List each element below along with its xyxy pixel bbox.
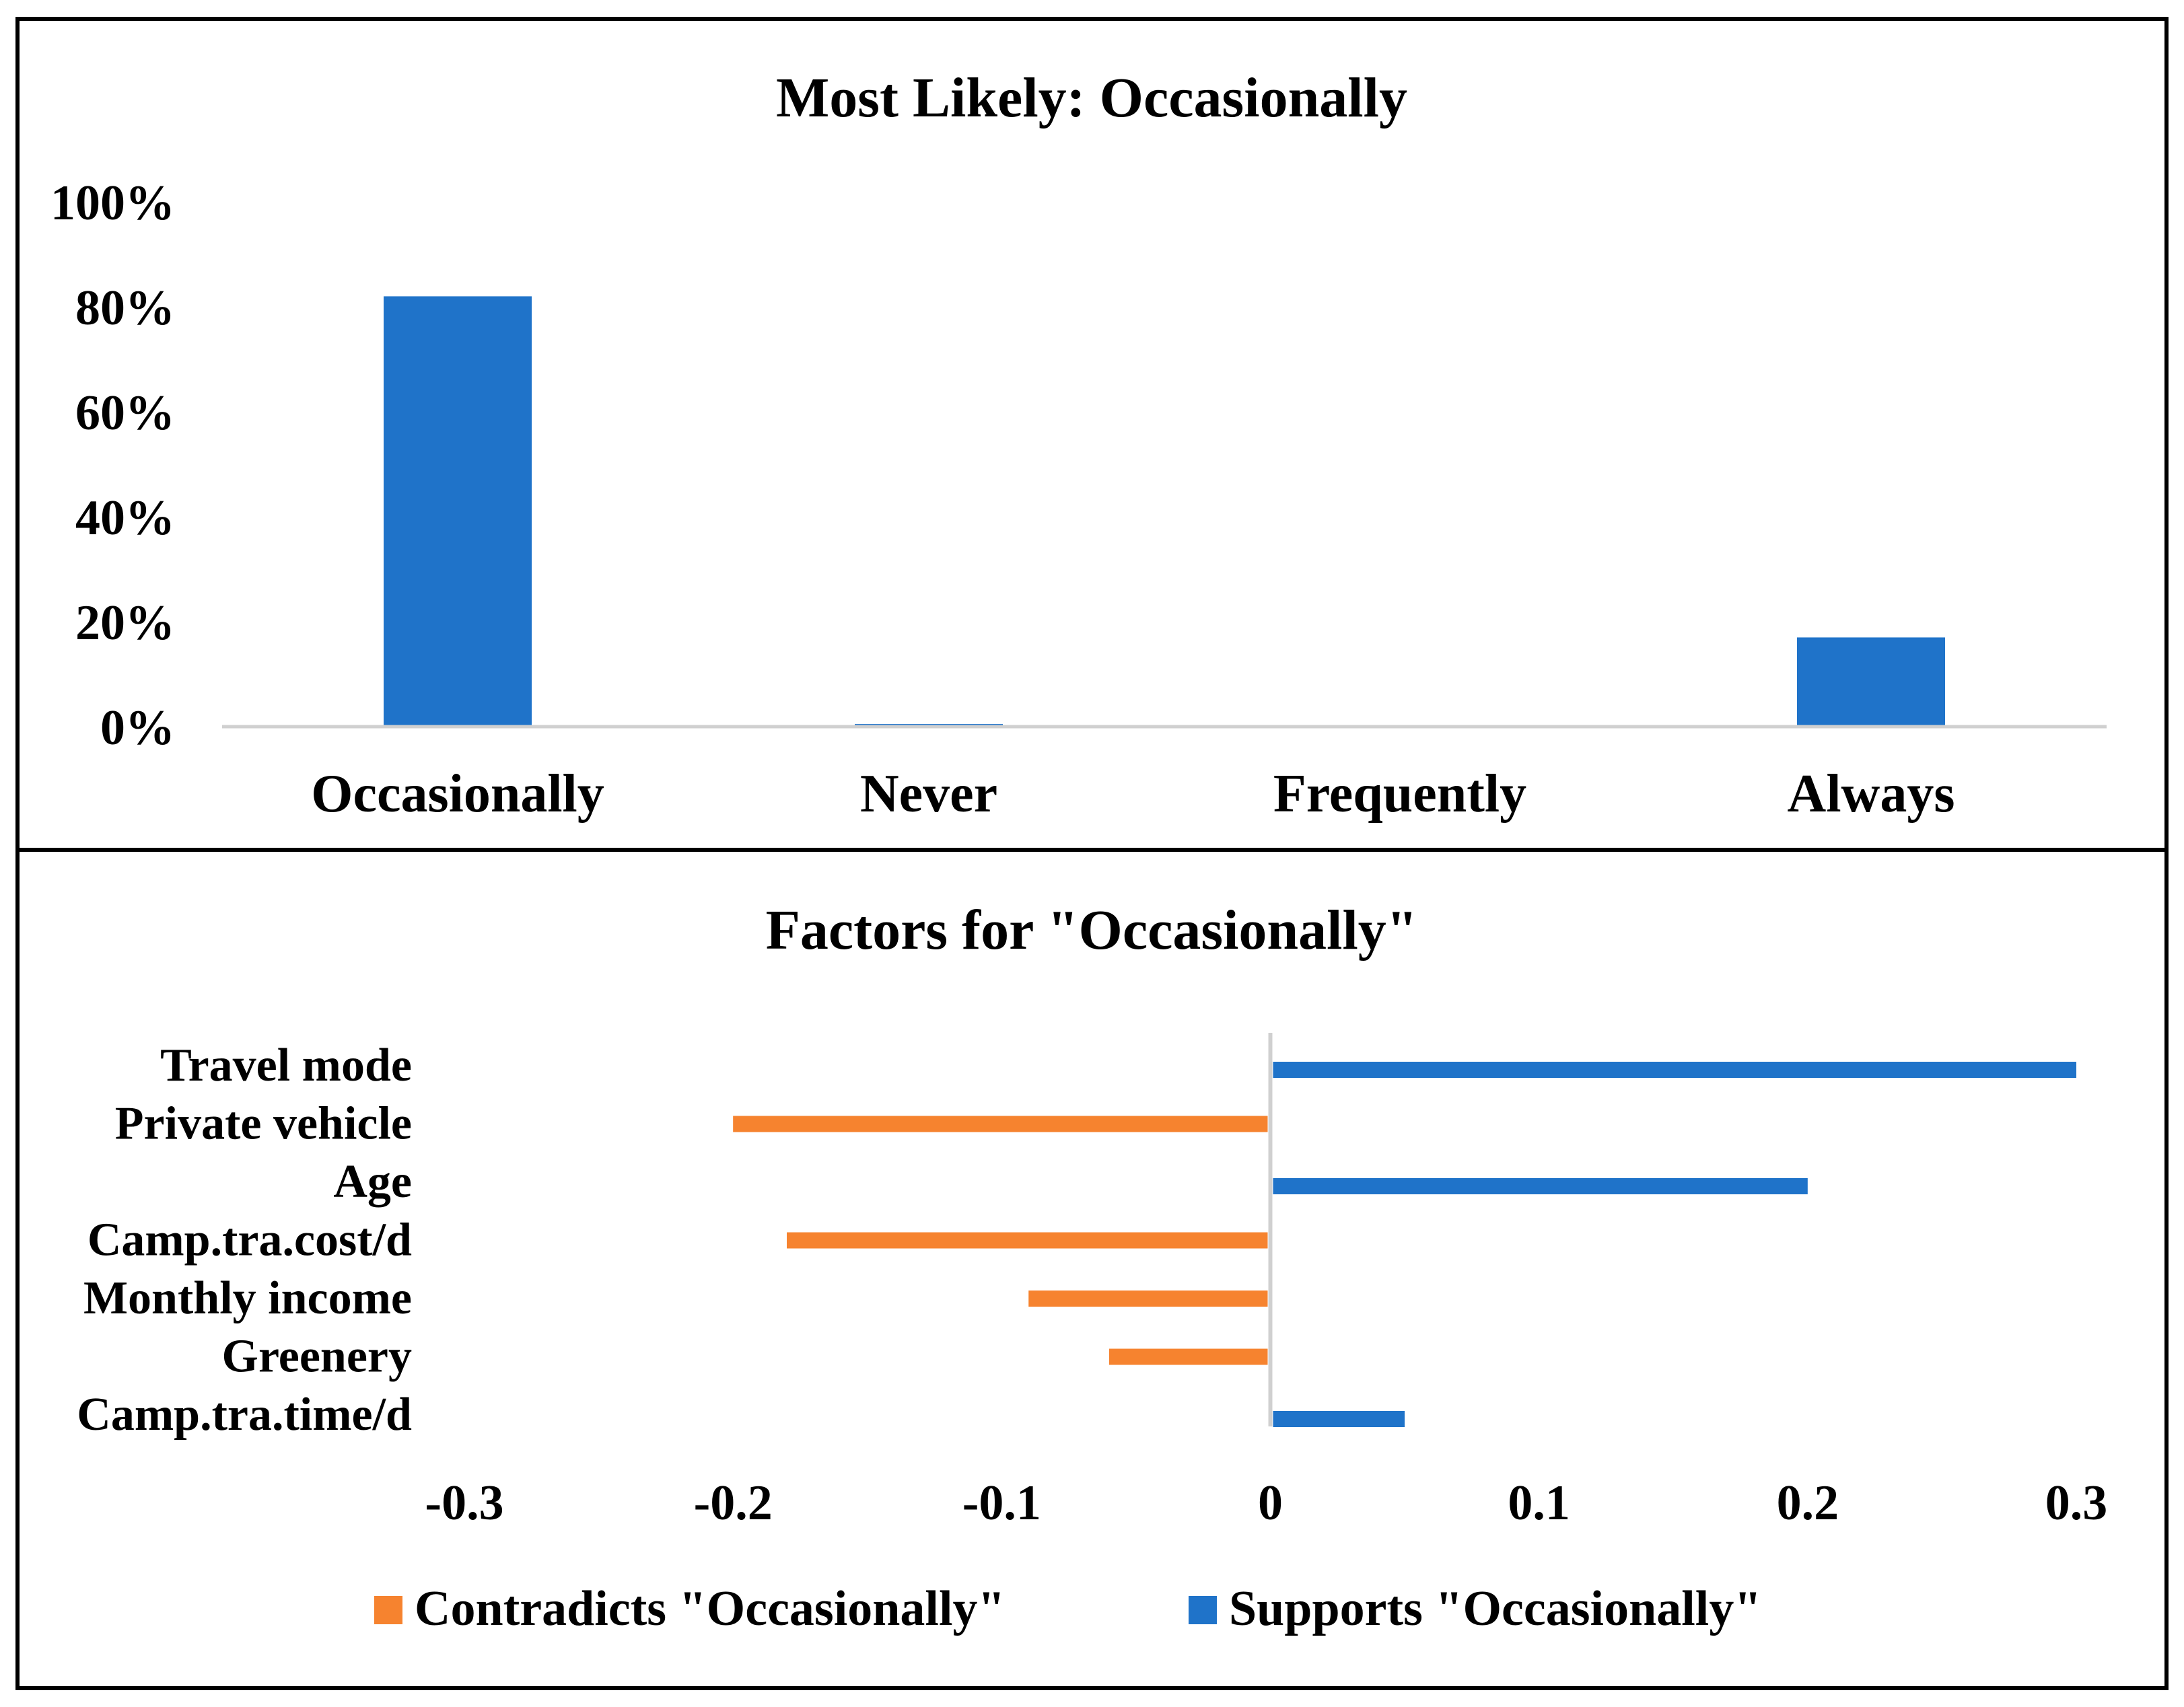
bottom-x-tick-label: 0.2 xyxy=(1777,1476,1839,1531)
top-y-tick-label: 80% xyxy=(75,281,175,336)
bottom-chart-title: Factors for "Occasionally" xyxy=(766,899,1418,961)
bottom-bar-greenery xyxy=(1109,1348,1268,1365)
bottom-category-labels: Travel mode Private vehicle Age Camp.tra.co… xyxy=(77,1040,412,1441)
top-chart: Most Likely: Occasionally 0% 20% 40% 60% 80%… xyxy=(50,67,2107,824)
top-x-tick-labels: Occasionally Never Frequently Always xyxy=(311,764,1954,824)
top-y-tick-label: 100% xyxy=(50,176,175,231)
top-chart-title: Most Likely: Occasionally xyxy=(776,67,1407,129)
bottom-bars xyxy=(733,1062,2076,1427)
bottom-bar-camp-tra-cost-d xyxy=(787,1232,1268,1249)
top-y-tick-labels: 0% 20% 40% 60% 80% 100% xyxy=(50,176,175,756)
top-bar-occasionally xyxy=(384,296,532,727)
bottom-x-tick-label: 0.3 xyxy=(2045,1476,2108,1531)
bottom-chart: Factors for "Occasionally" Travel mode Pr… xyxy=(77,899,2107,1636)
legend-swatch-contradicts xyxy=(374,1596,402,1624)
top-y-tick-label: 20% xyxy=(75,595,175,651)
bottom-category-label: Camp.tra.cost/d xyxy=(87,1214,412,1266)
bottom-category-label: Age xyxy=(333,1156,412,1208)
top-y-tick-label: 60% xyxy=(75,386,175,441)
bottom-category-label: Travel mode xyxy=(160,1040,412,1091)
legend-swatch-supports xyxy=(1189,1596,1217,1624)
legend-label-supports: Supports "Occasionally" xyxy=(1229,1581,1761,1636)
figure-frame xyxy=(15,17,2169,1690)
bottom-x-tick-labels: -0.3 -0.2 -0.1 0 0.1 0.2 0.3 xyxy=(425,1476,2107,1531)
bottom-bar-camp-tra-time-d xyxy=(1273,1411,1405,1427)
bottom-x-tick-label: 0.1 xyxy=(1508,1476,1570,1531)
bottom-x-tick-label: -0.3 xyxy=(425,1476,503,1531)
top-x-tick-label: Frequently xyxy=(1273,764,1526,824)
top-x-tick-label: Always xyxy=(1788,764,1955,824)
top-bar-always xyxy=(1797,637,1945,727)
bottom-x-tick-label: -0.2 xyxy=(694,1476,773,1531)
top-x-tick-label: Occasionally xyxy=(311,764,604,824)
bottom-x-tick-label: -0.1 xyxy=(962,1476,1041,1531)
top-y-tick-label: 40% xyxy=(75,491,175,546)
bottom-bar-monthly-income xyxy=(1028,1291,1268,1307)
bottom-category-label: Greenery xyxy=(222,1331,412,1383)
bottom-bar-travel-mode xyxy=(1273,1062,2076,1078)
legend: Contradicts "Occasionally" Supports "Occ… xyxy=(374,1581,1761,1636)
bottom-x-tick-label: 0 xyxy=(1258,1476,1283,1531)
legend-label-contradicts: Contradicts "Occasionally" xyxy=(415,1581,1006,1636)
bottom-bar-age xyxy=(1273,1178,1808,1194)
bottom-category-label: Private vehicle xyxy=(115,1098,412,1150)
top-y-tick-label: 0% xyxy=(100,700,175,756)
bottom-bar-private-vehicle xyxy=(733,1116,1268,1132)
top-bars xyxy=(384,296,1945,727)
top-x-tick-label: Never xyxy=(860,764,997,824)
bottom-category-label: Camp.tra.time/d xyxy=(77,1389,412,1441)
bottom-category-label: Monthly income xyxy=(83,1272,412,1324)
